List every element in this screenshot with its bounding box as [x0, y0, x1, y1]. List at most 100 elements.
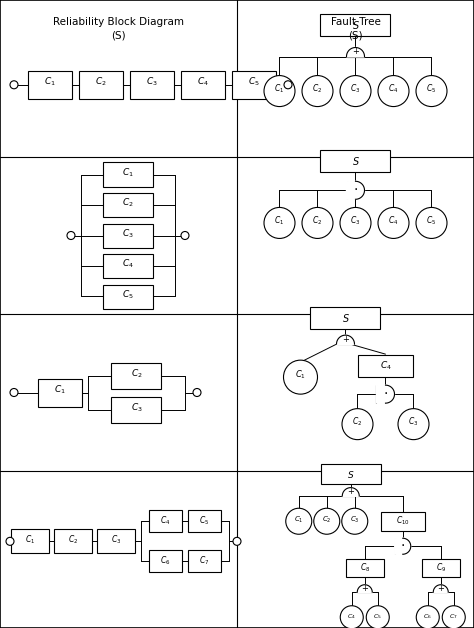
Bar	[28, 71, 72, 99]
Polygon shape	[346, 48, 365, 57]
Circle shape	[342, 508, 368, 534]
Bar	[188, 550, 221, 572]
Text: $C_3$: $C_3$	[408, 416, 419, 428]
Polygon shape	[337, 335, 355, 344]
Circle shape	[378, 75, 409, 107]
Circle shape	[10, 389, 18, 396]
Bar	[181, 71, 225, 99]
Circle shape	[342, 409, 373, 440]
Text: $S$: $S$	[342, 312, 349, 325]
Polygon shape	[395, 538, 411, 555]
Bar	[130, 71, 174, 99]
Text: $C_3$: $C_3$	[350, 215, 361, 227]
Text: $C_{10}$: $C_{10}$	[396, 515, 410, 528]
Bar	[358, 355, 413, 377]
Circle shape	[193, 389, 201, 396]
Text: $C_9$: $C_9$	[436, 562, 446, 575]
Circle shape	[340, 606, 363, 628]
Bar	[422, 560, 460, 577]
Circle shape	[284, 81, 292, 89]
Bar	[54, 529, 92, 553]
Circle shape	[264, 207, 295, 239]
Text: +: +	[361, 583, 368, 593]
Text: $C_3$: $C_3$	[350, 515, 360, 526]
Circle shape	[283, 360, 318, 394]
Text: $C_2$: $C_2$	[68, 533, 78, 546]
Text: ·: ·	[353, 183, 358, 197]
Text: $C_5$: $C_5$	[427, 83, 437, 95]
Circle shape	[398, 409, 429, 440]
Text: $C_2$: $C_2$	[95, 75, 107, 88]
Bar	[103, 254, 153, 278]
Text: $C_2$: $C_2$	[352, 416, 363, 428]
Text: +: +	[352, 47, 359, 56]
Text: $C_2$: $C_2$	[322, 515, 331, 526]
Text: $C_6$: $C_6$	[160, 554, 171, 566]
Text: $C_7$: $C_7$	[200, 554, 210, 566]
Text: $C_1$: $C_1$	[274, 215, 284, 227]
Circle shape	[181, 232, 189, 239]
Bar	[321, 464, 381, 484]
Text: $S$: $S$	[347, 468, 355, 480]
Circle shape	[416, 606, 439, 628]
Text: $C_2$: $C_2$	[131, 367, 142, 380]
Text: $C_3$: $C_3$	[131, 401, 142, 414]
Circle shape	[67, 232, 75, 239]
Text: $C_2$: $C_2$	[312, 83, 323, 95]
Bar	[103, 193, 153, 217]
Bar	[149, 511, 182, 533]
Text: $C_4$: $C_4$	[388, 215, 399, 227]
Circle shape	[340, 75, 371, 107]
Polygon shape	[433, 585, 448, 592]
Polygon shape	[376, 385, 394, 403]
Circle shape	[416, 75, 447, 107]
Bar	[188, 511, 221, 533]
Bar	[79, 71, 123, 99]
Text: $C_6$: $C_6$	[423, 612, 432, 620]
Bar	[320, 14, 391, 36]
Text: $C_2$: $C_2$	[312, 215, 323, 227]
Text: $C_3$: $C_3$	[111, 533, 121, 546]
Text: ·: ·	[401, 539, 405, 553]
Text: $C_4$: $C_4$	[160, 514, 171, 527]
Text: $C_7$: $C_7$	[449, 612, 458, 620]
Text: $C_4$: $C_4$	[197, 75, 209, 88]
Circle shape	[6, 538, 14, 545]
Bar	[111, 362, 162, 389]
Text: $C_1$: $C_1$	[294, 515, 303, 526]
Text: $C_4$: $C_4$	[122, 257, 134, 270]
Text: ·: ·	[383, 387, 388, 401]
Polygon shape	[342, 487, 359, 496]
Bar	[111, 396, 162, 423]
Text: $C_5$: $C_5$	[122, 288, 134, 301]
Bar	[38, 379, 82, 406]
Text: $C_1$: $C_1$	[54, 383, 66, 396]
Text: $C_5$: $C_5$	[427, 215, 437, 227]
Text: $C_1$: $C_1$	[44, 75, 56, 88]
Text: Reliability Block Diagram: Reliability Block Diagram	[53, 17, 184, 27]
Bar	[103, 163, 153, 187]
Circle shape	[378, 207, 409, 239]
Text: +: +	[438, 583, 444, 593]
Circle shape	[302, 207, 333, 239]
Bar	[97, 529, 135, 553]
Text: $C_5$: $C_5$	[248, 75, 260, 88]
Text: (S): (S)	[348, 30, 363, 40]
Text: $C_4$: $C_4$	[347, 612, 356, 620]
Text: $C_1$: $C_1$	[25, 533, 35, 546]
Text: $C_5$: $C_5$	[374, 612, 382, 620]
Circle shape	[10, 81, 18, 89]
Text: $C_4$: $C_4$	[380, 360, 392, 372]
Text: +: +	[342, 335, 349, 344]
Text: $C_4$: $C_4$	[388, 83, 399, 95]
Circle shape	[314, 508, 340, 534]
Circle shape	[264, 75, 295, 107]
Text: $C_5$: $C_5$	[200, 514, 210, 527]
Text: $C_3$: $C_3$	[122, 227, 134, 240]
Polygon shape	[357, 585, 372, 592]
Circle shape	[366, 606, 389, 628]
Bar	[310, 307, 381, 330]
Circle shape	[416, 207, 447, 239]
Text: $C_2$: $C_2$	[122, 197, 134, 209]
Polygon shape	[346, 181, 365, 199]
